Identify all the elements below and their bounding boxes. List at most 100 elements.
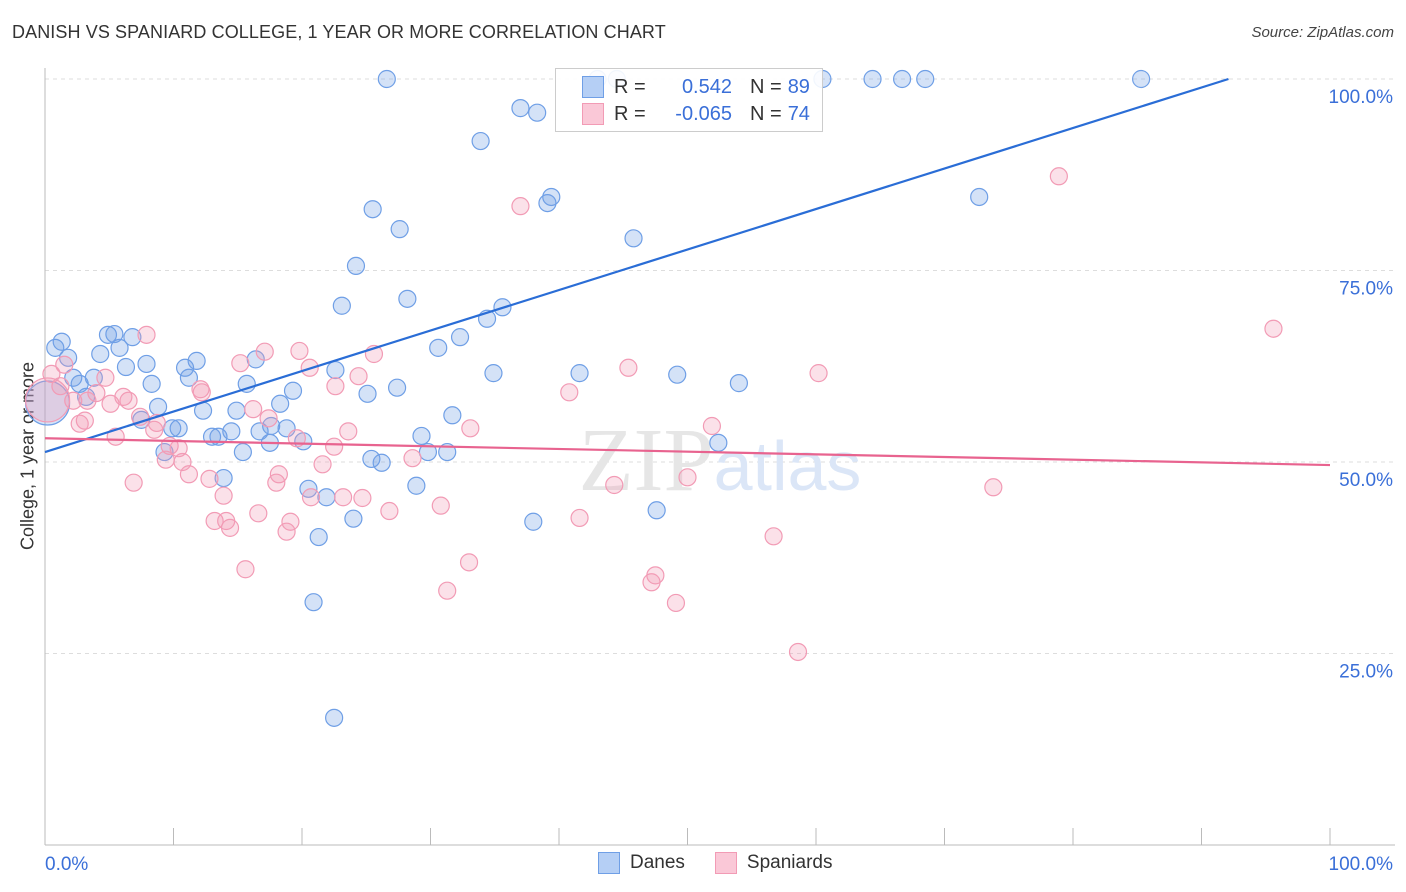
danes-point <box>372 453 391 472</box>
spaniards-point <box>191 380 210 399</box>
spaniards-point <box>124 473 143 492</box>
spaniards-point <box>380 501 399 521</box>
spaniards-point <box>281 512 300 531</box>
spaniards-point <box>325 437 344 456</box>
danes-point <box>412 426 431 446</box>
spaniards-point <box>764 527 783 546</box>
danes-point <box>524 512 543 531</box>
danes-trend-line <box>44 77 1229 454</box>
danes-point <box>175 358 195 377</box>
danes-point <box>271 394 290 413</box>
danes-point <box>326 360 345 380</box>
spaniards-point <box>984 478 1003 497</box>
danes-point <box>142 374 161 393</box>
spaniards-trend-line <box>44 437 1331 467</box>
danes-point <box>407 476 426 495</box>
spaniards-point <box>220 518 240 537</box>
danes-point <box>52 332 71 351</box>
x-tick-label: 0.0% <box>45 854 88 875</box>
spaniards-point <box>179 465 199 484</box>
danes-point <box>304 593 323 612</box>
danes-point <box>484 364 503 383</box>
spaniards-point <box>231 354 250 373</box>
danes-point <box>398 289 417 308</box>
danes-point <box>169 419 188 438</box>
legend-row-spaniards: R = -0.065 N = 74 <box>582 100 810 128</box>
spaniards-point <box>101 394 120 413</box>
spaniards-point <box>334 488 353 507</box>
spaniards-point <box>646 566 665 585</box>
spaniards-point <box>169 439 188 458</box>
legend-row-danes: R = 0.542 N = 89 <box>582 73 810 101</box>
spaniards-point <box>255 342 274 361</box>
danes-point <box>187 351 206 370</box>
danes-point <box>148 397 168 416</box>
danes-point <box>390 220 409 239</box>
spaniards-point <box>137 325 156 344</box>
danes-point <box>317 488 336 507</box>
spaniards-point <box>605 475 624 495</box>
spaniards-point <box>313 455 332 474</box>
danes-point <box>570 364 589 383</box>
spaniards-point <box>145 420 164 439</box>
spaniards-point <box>461 419 480 438</box>
n-label: N = <box>750 102 782 125</box>
y-tick-label: 25.0% <box>1339 662 1393 683</box>
spaniards-point <box>78 391 97 410</box>
spaniards-point <box>788 642 808 662</box>
spaniards-point <box>70 414 89 433</box>
spaniards-point <box>403 449 422 468</box>
spaniards-point <box>1264 319 1283 338</box>
danes-point <box>346 256 366 276</box>
danes-point <box>377 69 396 89</box>
spaniards-point <box>259 409 278 428</box>
danes-point <box>1132 69 1151 89</box>
spaniards-point <box>205 511 224 531</box>
danes-point <box>511 99 530 118</box>
spaniards-point <box>326 377 345 396</box>
y-tick-label: 100.0% <box>1329 87 1394 108</box>
danes-point <box>624 229 643 248</box>
spaniards-point <box>51 377 70 396</box>
danes-point <box>363 200 382 219</box>
danes-point <box>358 384 377 403</box>
spaniards-point <box>192 383 211 402</box>
legend-label-danes: Danes <box>630 852 685 873</box>
spaniards-point <box>214 486 233 505</box>
danes-point <box>344 509 363 528</box>
spaniards-n-value: 74 <box>787 102 810 125</box>
danes-point <box>110 338 129 357</box>
spaniards-point <box>75 411 94 430</box>
danes-point <box>970 187 989 207</box>
spaniards-swatch <box>582 103 604 125</box>
spaniards-point <box>236 560 255 579</box>
danes-point <box>668 365 687 384</box>
r-label: R = <box>614 75 646 98</box>
spaniards-point <box>809 364 828 383</box>
spaniards-point <box>353 488 372 508</box>
danes-point <box>450 328 470 347</box>
danes-point <box>250 422 269 441</box>
spaniards-point <box>267 473 286 492</box>
n-label: N = <box>750 75 782 98</box>
y-tick-label: 75.0% <box>1339 279 1393 300</box>
spaniards-point <box>349 367 368 386</box>
danes-n-value: 89 <box>787 75 810 98</box>
danes-point <box>429 338 448 357</box>
danes-point <box>309 527 328 547</box>
spaniards-point <box>156 450 175 469</box>
spaniards-point <box>619 358 638 377</box>
legend-item-danes[interactable]: Danes <box>598 852 685 874</box>
danes-point <box>179 368 199 387</box>
danes-point <box>214 468 233 488</box>
spaniards-point <box>106 427 125 446</box>
danes-point <box>528 103 547 122</box>
spaniards-point <box>301 488 321 507</box>
legend-item-spaniards[interactable]: Spaniards <box>714 852 832 874</box>
danes-point <box>443 406 462 425</box>
danes-point <box>916 69 935 89</box>
watermark: ZIPatlas <box>579 411 862 510</box>
spaniards-point <box>666 593 686 613</box>
spaniards-point <box>96 368 115 387</box>
danes-point <box>123 328 142 347</box>
